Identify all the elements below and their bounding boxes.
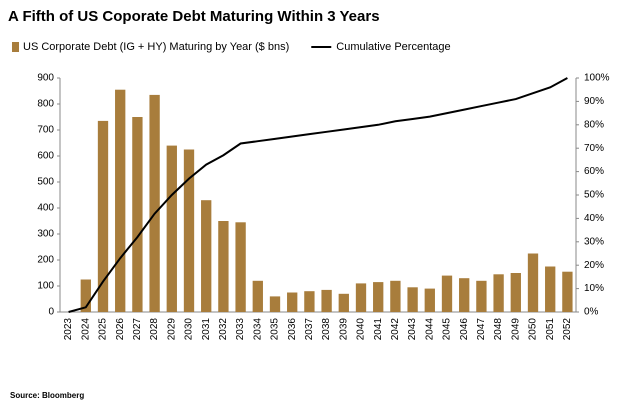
- x-tick-label: 2032: [218, 318, 229, 341]
- source-note: Source: Bloomberg: [10, 391, 84, 400]
- x-tick-label: 2030: [184, 318, 195, 341]
- x-tick-label: 2024: [80, 318, 91, 341]
- x-tick-label: 2034: [252, 318, 263, 341]
- y-tick-label: 300: [37, 229, 54, 240]
- y2-tick-label: 90%: [584, 96, 604, 107]
- bar: [441, 275, 453, 312]
- x-tick-label: 2048: [493, 318, 504, 341]
- legend-label: Cumulative Percentage: [336, 41, 450, 53]
- y-tick-label: 900: [37, 73, 54, 84]
- y-tick-label: 700: [37, 125, 54, 136]
- y-tick-label: 200: [37, 255, 54, 266]
- x-tick-label: 2044: [424, 318, 435, 341]
- x-tick-label: 2036: [287, 318, 298, 341]
- bar: [166, 145, 177, 312]
- y2-tick-label: 20%: [584, 260, 604, 271]
- x-tick-label: 2023: [63, 318, 74, 341]
- bar: [510, 273, 521, 312]
- x-tick-label: 2038: [321, 318, 332, 341]
- bar: [218, 221, 229, 312]
- bar: [201, 200, 212, 312]
- x-tick-label: 2042: [390, 318, 401, 341]
- y-tick-label: 500: [37, 177, 54, 188]
- bar: [545, 266, 556, 312]
- y2-tick-label: 30%: [584, 236, 604, 247]
- bar: [355, 283, 367, 312]
- bar: [493, 274, 504, 312]
- x-tick-label: 2027: [132, 318, 143, 341]
- x-tick-label: 2043: [407, 318, 418, 341]
- y-tick-label: 400: [37, 203, 54, 214]
- chart-title: A Fifth of US Coporate Debt Maturing Wit…: [8, 8, 380, 25]
- x-tick-label: 2050: [528, 318, 539, 341]
- bar: [269, 296, 281, 312]
- x-tick-label: 2046: [459, 318, 470, 341]
- y2-tick-label: 70%: [584, 143, 604, 154]
- bar: [97, 120, 109, 313]
- y2-tick-label: 60%: [584, 166, 604, 177]
- bar: [424, 288, 435, 312]
- x-tick-label: 2028: [149, 318, 160, 341]
- y-tick-label: 600: [37, 151, 54, 162]
- x-tick-label: 2041: [373, 318, 384, 341]
- y2-tick-label: 40%: [584, 213, 604, 224]
- x-tick-label: 2035: [270, 318, 281, 341]
- bar: [459, 278, 470, 312]
- x-tick-label: 2040: [356, 318, 367, 341]
- x-tick-label: 2026: [115, 318, 126, 341]
- bar: [287, 292, 298, 312]
- bar: [338, 293, 349, 312]
- bar: [115, 89, 126, 312]
- x-tick-label: 2025: [98, 318, 109, 341]
- legend-swatch: [12, 42, 19, 52]
- x-tick-label: 2051: [545, 318, 556, 341]
- x-tick-label: 2033: [235, 318, 246, 341]
- bar: [562, 271, 573, 312]
- bar: [183, 149, 195, 312]
- x-tick-label: 2029: [166, 318, 177, 341]
- bar: [321, 289, 332, 312]
- bar: [527, 253, 539, 312]
- y2-tick-label: 10%: [584, 283, 604, 294]
- bar: [407, 287, 418, 312]
- legend-label: US Corporate Debt (IG + HY) Maturing by …: [23, 41, 289, 53]
- x-tick-label: 2031: [201, 318, 212, 341]
- x-tick-label: 2045: [442, 318, 453, 341]
- x-tick-label: 2052: [562, 318, 573, 341]
- bar: [390, 280, 401, 312]
- y-tick-label: 0: [48, 307, 54, 318]
- x-tick-label: 2049: [510, 318, 521, 341]
- bar: [476, 280, 487, 312]
- y2-tick-label: 100%: [584, 73, 610, 84]
- bar: [80, 279, 91, 312]
- bar: [373, 282, 384, 312]
- x-tick-label: 2037: [304, 318, 315, 341]
- bar: [304, 291, 315, 312]
- bar: [149, 94, 160, 313]
- y2-tick-label: 0%: [584, 307, 599, 318]
- line: [68, 77, 568, 313]
- x-tick-label: 2039: [338, 318, 349, 341]
- y-tick-label: 100: [37, 281, 54, 292]
- bar: [235, 222, 246, 312]
- y2-tick-label: 50%: [584, 190, 604, 201]
- bar: [132, 117, 143, 312]
- bar: [252, 280, 263, 312]
- x-tick-label: 2047: [476, 318, 487, 341]
- y-tick-label: 800: [37, 99, 54, 110]
- y2-tick-label: 80%: [584, 119, 604, 130]
